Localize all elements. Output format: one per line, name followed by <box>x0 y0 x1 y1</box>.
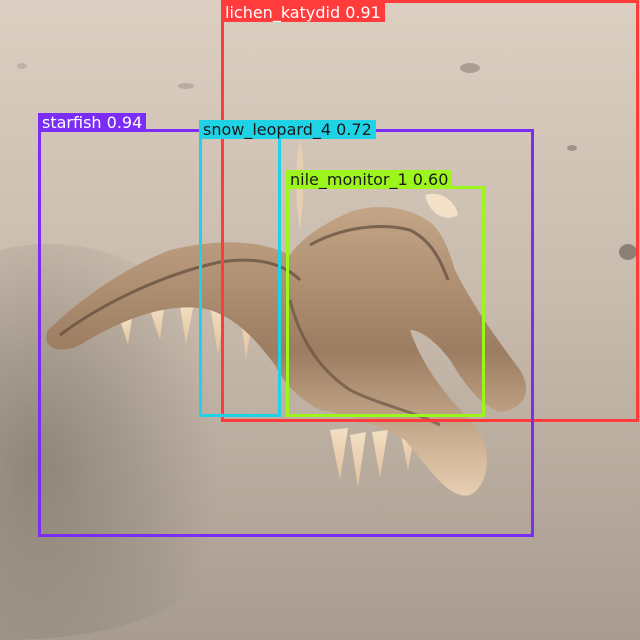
detection-label: starfish 0.94 <box>38 113 147 132</box>
sand-pebble <box>460 63 480 73</box>
detection-label: lichen_katydid 0.91 <box>221 3 385 22</box>
detection-box-nile-monitor-1: nile_monitor_1 0.60 <box>286 170 485 417</box>
sand-pebble <box>567 145 577 151</box>
detection-label: snow_leopard_4 0.72 <box>199 120 376 139</box>
detection-box-lichen-katydid: lichen_katydid 0.91 <box>221 0 639 422</box>
sand-pebble <box>619 244 637 260</box>
detection-label: nile_monitor_1 0.60 <box>286 170 453 189</box>
sand-pebble <box>17 63 27 69</box>
sand-pebble <box>178 83 194 89</box>
detection-box-snow-leopard-4: snow_leopard_4 0.72 <box>199 120 376 417</box>
